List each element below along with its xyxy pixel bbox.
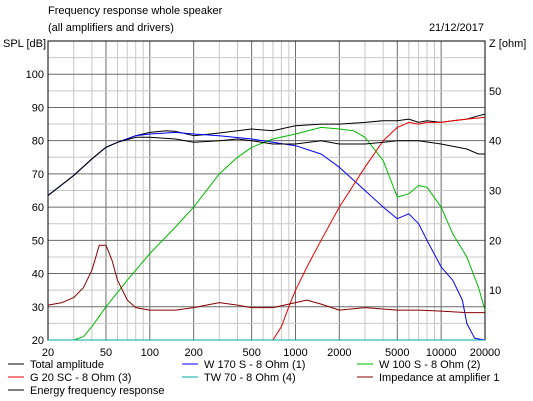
y2-tick-label: 30 <box>489 186 501 198</box>
x-tick-label: 10000 <box>426 347 457 359</box>
x-tick-label: 2000 <box>327 347 351 359</box>
tick-labels: 20 50 100 200 500 1000 2000 5000 10000 20000 20 30 4… <box>26 69 502 359</box>
series-line-g-20-sc-8-ohm-3 <box>272 116 486 341</box>
legend-item: Energy frequency response <box>30 385 165 397</box>
y-tick-label: 50 <box>32 235 44 247</box>
series-line-impedance-at-amplifier-1 <box>47 244 485 314</box>
x-tick-label: 100 <box>141 347 159 359</box>
y-tick-label: 30 <box>32 302 44 314</box>
y2-tick-label: 40 <box>489 136 501 148</box>
x-tick-label: 20000 <box>470 347 501 359</box>
x-tick-label: 5000 <box>385 347 409 359</box>
chart-title: Frequency response whole speaker <box>48 5 223 17</box>
y-axis-label: SPL [dB] <box>3 38 46 50</box>
legend-item: TW 70 - 8 Ohm (4) <box>204 372 296 384</box>
legend: Total amplitude W 170 S - 8 Ohm (1) W 100 … <box>8 359 499 397</box>
legend-item: G 20 SC - 8 Ohm (3) <box>30 372 131 384</box>
legend-item: Total amplitude <box>30 359 104 371</box>
y-tick-label: 60 <box>32 202 44 214</box>
grid <box>47 40 486 341</box>
y-tick-label: 20 <box>32 335 44 347</box>
x-tick-label: 50 <box>100 347 112 359</box>
x-tick-label: 20 <box>42 347 54 359</box>
y2-axis-label: Z [ohm] <box>489 38 526 50</box>
series-line-energy-frequency-response <box>47 136 485 196</box>
legend-item: Impedance at amplifier 1 <box>379 372 499 384</box>
series-lines <box>47 113 486 341</box>
series-line-w-170-s-8-ohm-1 <box>47 131 486 341</box>
y2-tick-label: 20 <box>489 235 501 247</box>
legend-item: W 170 S - 8 Ohm (1) <box>204 359 305 371</box>
y2-tick-label: 50 <box>489 86 501 98</box>
y-tick-label: 40 <box>32 269 44 281</box>
chart-subtitle: (all amplifiers and drivers) <box>48 22 174 34</box>
x-tick-label: 200 <box>184 347 202 359</box>
chart-date: 21/12/2017 <box>429 22 484 34</box>
y-tick-label: 100 <box>26 69 44 81</box>
y-tick-label: 70 <box>32 169 44 181</box>
series-line-w-100-s-8-ohm-2 <box>73 126 486 341</box>
y2-tick-label: 10 <box>489 285 501 297</box>
x-tick-label: 1000 <box>283 347 307 359</box>
legend-item: W 100 S - 8 Ohm (2) <box>379 359 480 371</box>
x-tick-label: 500 <box>242 347 260 359</box>
y-tick-label: 80 <box>32 136 44 148</box>
y-tick-label: 90 <box>32 102 44 114</box>
series-line-total-amplitude <box>47 113 486 196</box>
